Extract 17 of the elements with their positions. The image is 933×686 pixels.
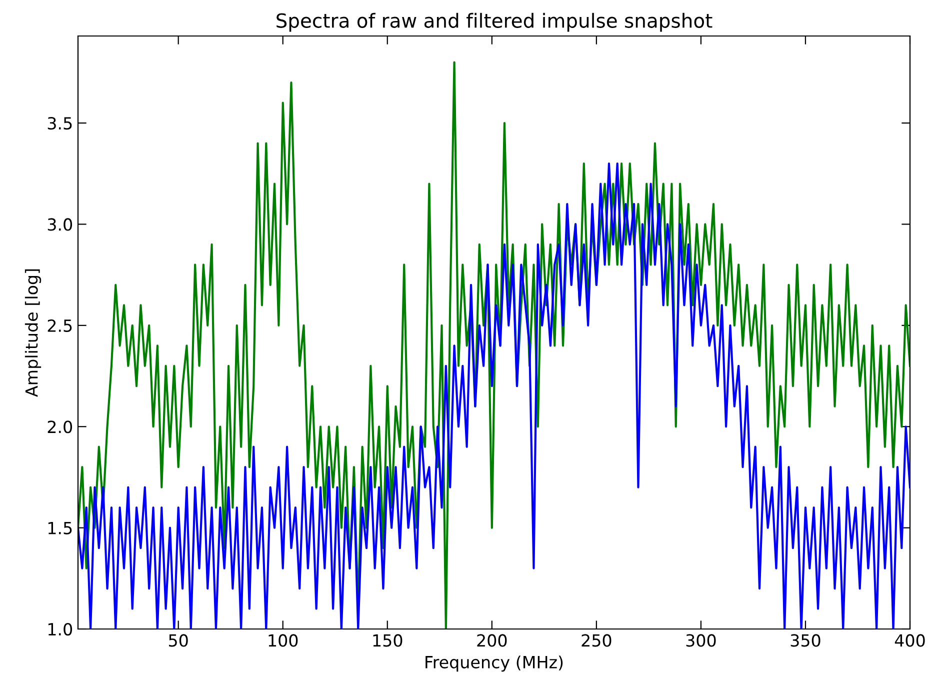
x-tick-label: 50	[169, 634, 188, 647]
x-tick-label: 150	[373, 634, 402, 647]
x-tick-label: 100	[268, 634, 298, 647]
chart-title: Spectra of raw and filtered impulse snapshot	[276, 12, 712, 32]
x-axis-title: Frequency (MHz)	[426, 656, 563, 672]
y-tick-label: 3.0	[48, 218, 72, 231]
y-tick-label: 3.5	[48, 116, 72, 130]
y-tick-label: 1.5	[48, 522, 72, 534]
x-tick-label: 350	[790, 634, 820, 647]
x-tick-label: 250	[582, 634, 612, 647]
x-tick-label: 400	[894, 634, 925, 647]
y-tick-label: 2.0	[48, 420, 72, 434]
y-axis-title: Amplitude [log]	[24, 269, 42, 397]
x-tick-label: 300	[686, 634, 716, 647]
y-tick-label: 1.0	[48, 622, 72, 636]
y-tick-label: 2.5	[48, 319, 72, 332]
x-tick-label: 200	[477, 634, 507, 647]
